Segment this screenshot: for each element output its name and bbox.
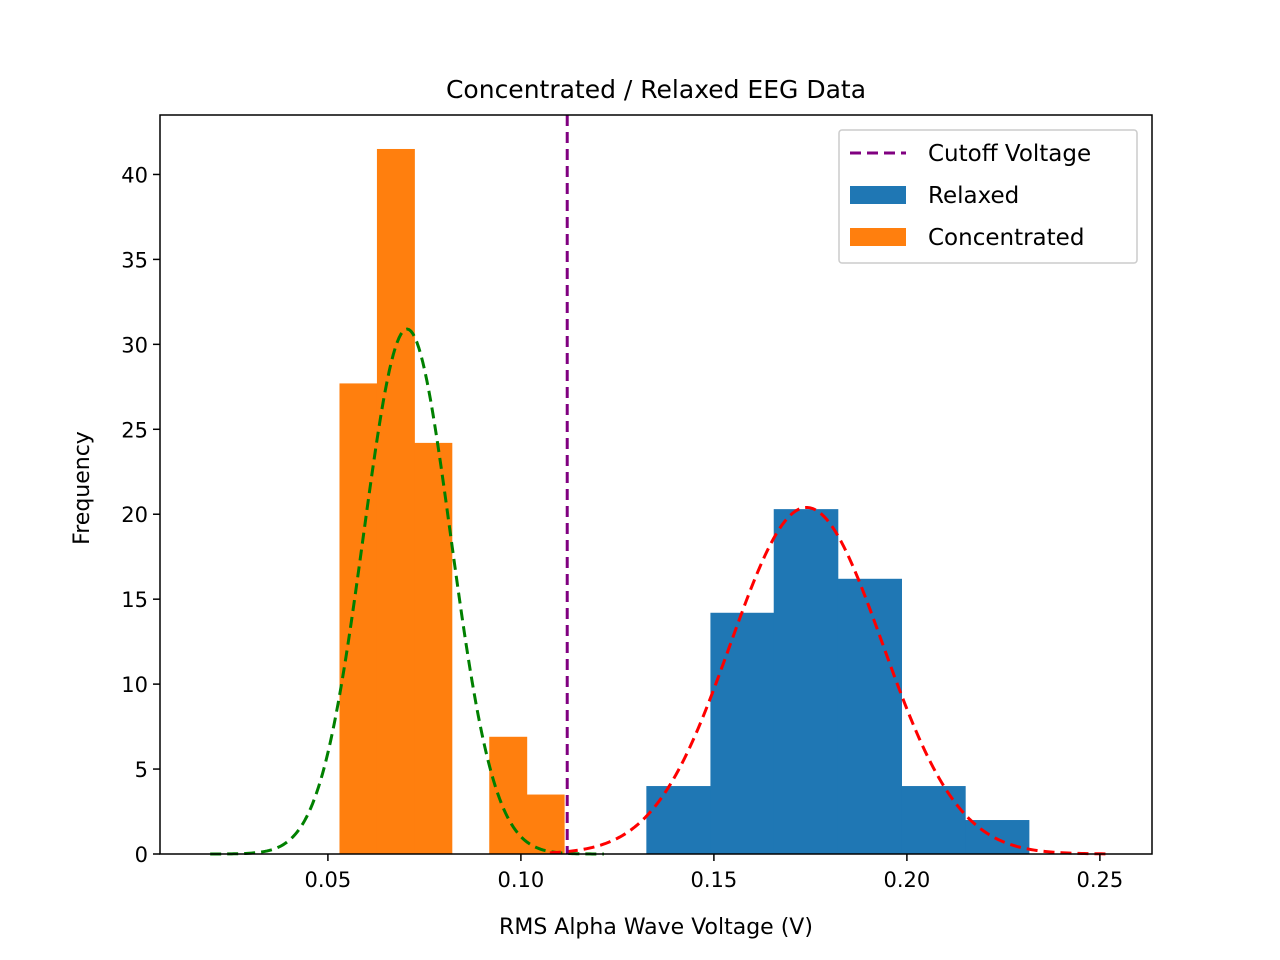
plot-area	[210, 115, 1110, 856]
concentrated-bar-2	[414, 442, 453, 854]
y-tick-label: 5	[135, 758, 148, 782]
x-tick-label: 0.20	[884, 868, 931, 892]
relaxed-bar-2	[773, 509, 839, 854]
x-tick-label: 0.10	[498, 868, 545, 892]
relaxed-bar-1	[710, 612, 775, 854]
relaxed-fit-curve	[549, 505, 1110, 856]
legend-concentrated-swatch	[850, 228, 906, 246]
y-tick-label: 10	[121, 673, 148, 697]
legend-box	[838, 129, 1138, 264]
concentrated-bar-1	[376, 148, 415, 855]
concentrated-bar-5	[526, 794, 565, 854]
x-tick-label: 0.05	[305, 868, 352, 892]
legend-cutoff-label: Cutoff Voltage	[928, 141, 1091, 167]
x-tick-label: 0.25	[1077, 868, 1124, 892]
legend: Cutoff Voltage Relaxed Concentrated	[838, 129, 1138, 264]
x-axis-ticks: 0.05 0.10 0.15 0.20 0.25	[305, 854, 1124, 892]
y-tick-label: 30	[121, 333, 148, 357]
concentrated-bar-0	[339, 383, 378, 854]
legend-relaxed-label: Relaxed	[928, 183, 1019, 209]
relaxed-bar-4	[901, 786, 966, 854]
x-axis-label: RMS Alpha Wave Voltage (V)	[499, 915, 813, 940]
axes-frame	[159, 114, 1153, 855]
concentrated-fit-curve	[210, 327, 604, 856]
y-tick-label: 25	[121, 418, 148, 442]
concentrated-bar-4	[489, 736, 528, 854]
fit-curves	[210, 327, 1110, 856]
y-tick-label: 0	[135, 843, 148, 867]
x-tick-label: 0.15	[691, 868, 738, 892]
relaxed-bar-0	[646, 786, 711, 854]
chart-title: Concentrated / Relaxed EEG Data	[446, 75, 866, 104]
legend-relaxed-swatch	[850, 186, 906, 204]
y-tick-label: 15	[121, 588, 148, 612]
y-axis-ticks: 0 5 10 15 20 25 30 35 40	[121, 163, 160, 867]
relaxed-bar-3	[837, 578, 902, 854]
y-axis-label: Frequency	[70, 431, 95, 545]
legend-concentrated-label: Concentrated	[928, 225, 1084, 251]
y-tick-label: 20	[121, 503, 148, 527]
y-tick-label: 40	[121, 163, 148, 187]
y-tick-label: 35	[121, 248, 148, 272]
histogram-bars	[339, 148, 1030, 855]
